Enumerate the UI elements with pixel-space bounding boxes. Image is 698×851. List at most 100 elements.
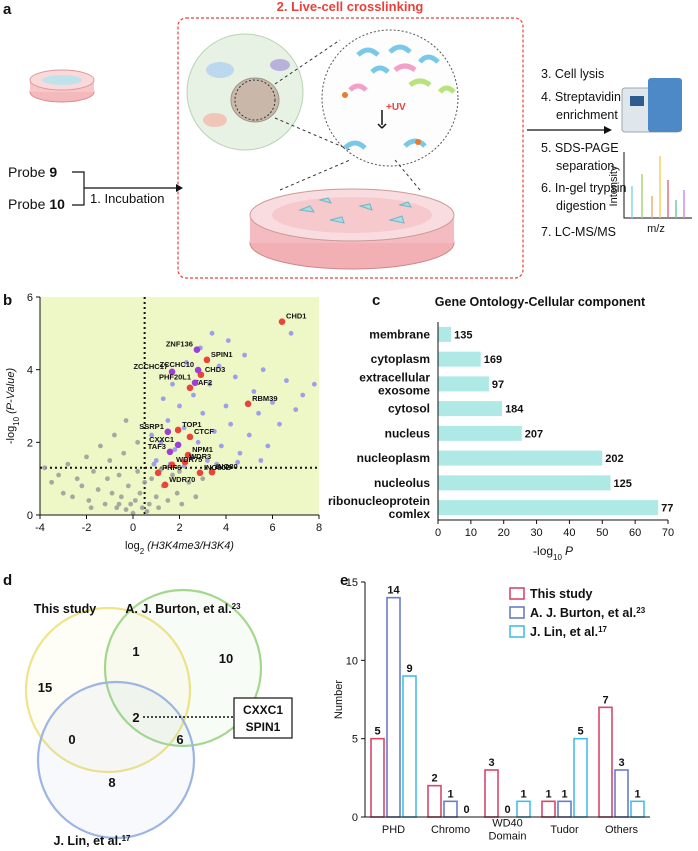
x-tick-label: 70: [662, 527, 674, 539]
point: [181, 425, 187, 431]
venn-count: 8: [108, 775, 115, 790]
point-label: WDR75: [176, 455, 202, 464]
point: [246, 432, 252, 438]
point: [186, 433, 194, 441]
value-label: 1: [520, 788, 526, 800]
point-label: TOP1: [182, 420, 201, 429]
venn-circle: [103, 588, 263, 748]
venn-count: 0: [68, 732, 75, 747]
point: [168, 461, 176, 469]
panel-label: e: [340, 572, 348, 589]
probe-dot: [342, 92, 348, 98]
point: [65, 461, 71, 467]
point: [218, 443, 224, 449]
x-tick-label: 30: [530, 527, 542, 539]
value-label: 1: [545, 788, 551, 800]
point: [170, 381, 175, 387]
category-label: nucleolus: [374, 476, 430, 490]
point: [151, 461, 157, 467]
name-ref: 17: [598, 625, 607, 634]
point: [149, 476, 155, 482]
point: [146, 501, 152, 507]
point: [174, 490, 180, 496]
point: [153, 458, 159, 463]
panel-label: b: [3, 292, 12, 309]
workflow: 2. Live-cell crosslinking Probe 9 Probe 10…: [8, 0, 692, 279]
point: [116, 501, 122, 507]
point: [174, 441, 182, 449]
point-label: INO80B: [204, 463, 232, 472]
point: [242, 352, 248, 358]
axes: [39, 297, 319, 516]
value-label: 1: [447, 788, 453, 800]
point: [116, 472, 122, 478]
point: [74, 476, 80, 482]
nucleus: [230, 77, 280, 123]
point-label: CHD3: [205, 365, 225, 374]
step: 7. LC-MS/MS: [541, 225, 616, 239]
point: [300, 392, 306, 398]
point: [135, 469, 141, 474]
step: separation: [556, 159, 614, 173]
point: [153, 494, 159, 500]
point-label: CHD1: [286, 312, 306, 321]
bar: [438, 401, 503, 417]
name-text: J. Lin, et al.: [54, 834, 122, 848]
probe: Probe 9: [8, 164, 57, 180]
label-line: Tudor: [550, 824, 579, 836]
value-label: 5: [374, 726, 380, 738]
point: [208, 468, 216, 476]
point: [135, 439, 141, 445]
gene-name: SPIN1: [246, 720, 281, 734]
point: [235, 459, 241, 465]
point: [265, 443, 271, 449]
value-label: 3: [618, 757, 624, 769]
bar: [438, 450, 603, 466]
point-label: CTCF: [194, 427, 214, 436]
point: [118, 494, 124, 500]
label-text: -log: [5, 426, 17, 444]
legend-swatch: [509, 587, 525, 600]
point: [56, 472, 61, 478]
organelle: [270, 59, 290, 71]
label-italic: P: [565, 544, 573, 558]
point: [142, 479, 148, 485]
label-line: cytoplasm: [371, 352, 430, 366]
x-tick-label: 10: [465, 527, 477, 539]
bar-count: 207: [525, 428, 543, 440]
label-line: Domain: [489, 831, 527, 843]
point: [86, 498, 92, 503]
point: [258, 458, 264, 463]
y-tick-label: 10: [346, 655, 358, 667]
point-label: PHF6: [162, 463, 181, 472]
point: [170, 472, 175, 478]
probe: Probe 10: [8, 196, 65, 212]
value-label: 14: [387, 585, 400, 597]
point-label: CXXC1: [149, 435, 174, 444]
point: [165, 498, 171, 503]
point: [205, 458, 210, 463]
label-line: comlex: [389, 507, 431, 521]
value-label: 1: [561, 788, 567, 800]
point: [166, 448, 174, 456]
point: [158, 439, 164, 445]
point: [203, 356, 211, 364]
label-line: nucleus: [385, 426, 431, 440]
name-text: J. Lin, et al.: [530, 625, 598, 639]
probe-dot: [415, 139, 421, 145]
point: [128, 501, 134, 507]
label-line: Chromo: [431, 824, 470, 836]
instrument: [630, 96, 644, 106]
bar: [402, 675, 417, 818]
bar-count: 169: [484, 354, 502, 366]
point: [194, 366, 202, 374]
arrow: [72, 171, 176, 206]
y-axis-label: Number: [333, 680, 345, 719]
point: [91, 469, 96, 474]
label-line: Others: [605, 824, 639, 836]
venn-count: 15: [38, 680, 52, 695]
value-label: 1: [634, 788, 640, 800]
step: 6. In-gel trypsin: [541, 181, 627, 195]
bar-count: 184: [505, 404, 524, 416]
point-label: WDR3: [189, 452, 211, 461]
